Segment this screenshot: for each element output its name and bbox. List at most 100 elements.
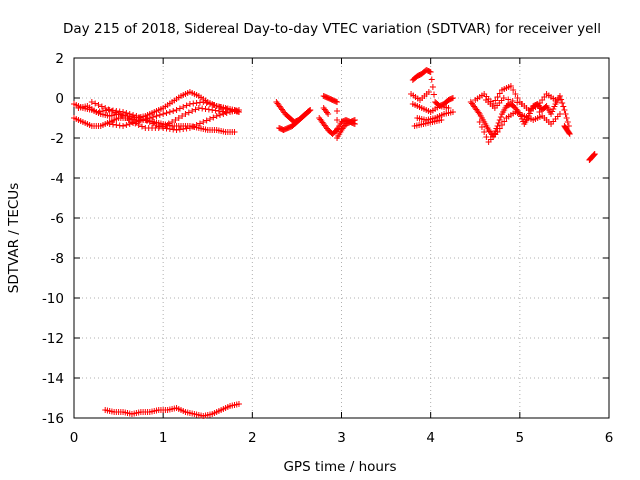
data-point: [483, 134, 490, 140]
data-point: [123, 110, 130, 116]
data-point: [231, 129, 238, 135]
data-point: [118, 113, 125, 119]
data-point: [494, 94, 501, 100]
data-point: [496, 117, 503, 123]
data-point: [449, 95, 456, 101]
data-point: [566, 130, 573, 136]
data-point: [518, 101, 525, 107]
data-point: [130, 120, 137, 126]
y-tick-label: -16: [42, 411, 64, 427]
data-point: [126, 111, 133, 117]
data-point: [88, 99, 95, 105]
data-point: [155, 125, 162, 131]
data-point: [425, 89, 432, 95]
data-point: [138, 123, 145, 130]
data-point: [165, 120, 172, 127]
series-track-g: [273, 99, 314, 133]
data-point: [497, 114, 504, 120]
data-point: [217, 104, 224, 110]
data-point: [431, 91, 438, 98]
data-point: [509, 98, 516, 104]
data-point: [122, 115, 129, 121]
data-point: [175, 115, 182, 121]
data-point: [235, 109, 242, 115]
data-point: [562, 111, 569, 117]
data-point: [564, 119, 571, 125]
data-point: [186, 125, 193, 131]
data-point: [140, 117, 147, 123]
series-track-j: [467, 83, 572, 145]
series-track-h: [316, 93, 358, 141]
data-point: [501, 118, 508, 125]
data-point: [162, 122, 169, 128]
data-point: [427, 69, 434, 75]
data-point: [494, 129, 501, 135]
data-point: [334, 108, 341, 114]
x-tick-label: 4: [426, 430, 435, 446]
data-point: [160, 111, 167, 117]
data-point: [510, 87, 517, 93]
data-point: [102, 105, 109, 111]
data-point: [200, 99, 207, 105]
data-point: [183, 102, 190, 109]
data-point: [192, 106, 199, 113]
data-point: [115, 111, 122, 117]
data-point: [481, 129, 488, 135]
tick-layer: 0 1 2 3 4 5 6 2 0 -2 -4 -6 -8 -10 -12 -14 -16: [42, 51, 613, 446]
data-point: [559, 100, 566, 106]
data-point: [558, 96, 565, 103]
data-point: [150, 114, 157, 120]
data-point: [130, 112, 137, 118]
data-point: [429, 84, 436, 90]
data-point: [143, 116, 150, 122]
data-point: [92, 100, 99, 107]
data-point: [166, 109, 173, 115]
data-point: [449, 109, 456, 115]
y-tick-label: -4: [51, 171, 64, 187]
data-point: [276, 125, 283, 131]
series-track-i: [408, 67, 456, 129]
data-point: [203, 100, 210, 106]
data-point: [163, 110, 170, 116]
data-point: [126, 121, 133, 127]
data-point: [153, 113, 160, 119]
x-tick-label: 3: [337, 430, 346, 446]
data-point: [478, 124, 485, 130]
data-point: [334, 99, 341, 105]
data-point: [563, 115, 570, 121]
series-track-f: [102, 401, 242, 419]
data-point: [495, 120, 502, 126]
data-point: [180, 104, 187, 110]
data-point: [196, 120, 203, 127]
data-point: [496, 125, 503, 132]
data-point: [351, 121, 358, 127]
x-tick-label: 0: [70, 430, 79, 446]
series-track-l: [586, 151, 598, 163]
data-point: [560, 103, 567, 110]
data-point: [217, 112, 224, 118]
data-point: [220, 105, 227, 111]
data-point: [561, 107, 568, 113]
data-point: [200, 119, 207, 125]
data-point: [146, 115, 153, 121]
y-tick-label: -12: [42, 331, 64, 347]
data-point: [185, 109, 192, 116]
data-point: [176, 105, 183, 112]
point-layer: [71, 67, 598, 419]
series-track-k: [561, 123, 573, 137]
data-point: [514, 99, 521, 106]
data-point: [173, 107, 180, 113]
series-track-d: [88, 99, 229, 131]
data-point: [193, 122, 200, 128]
data-point: [438, 117, 445, 123]
data-point: [108, 108, 115, 114]
data-point: [182, 111, 189, 117]
data-point: [206, 116, 213, 122]
data-point: [169, 119, 176, 125]
x-tick-label: 6: [605, 430, 614, 446]
data-point: [156, 112, 163, 118]
data-point: [213, 103, 220, 109]
y-tick-label: -10: [42, 291, 64, 307]
data-point: [190, 123, 197, 130]
data-point: [536, 109, 543, 115]
